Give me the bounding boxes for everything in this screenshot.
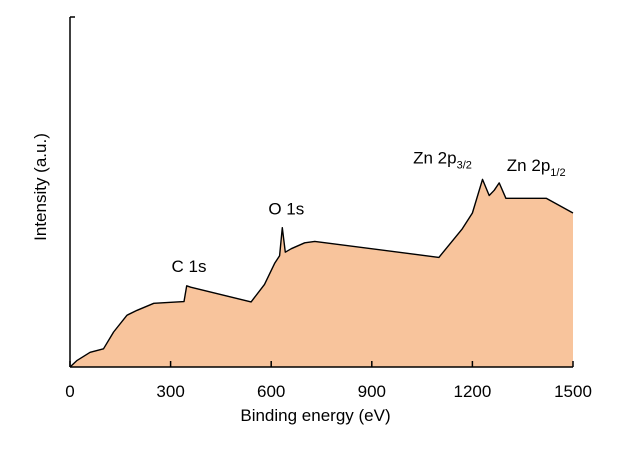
x-tick-label-0: 0 <box>65 382 74 401</box>
x-tick-label-1500: 1500 <box>554 382 592 401</box>
x-tick-label-900: 900 <box>358 382 386 401</box>
plot-area <box>69 178 574 368</box>
peak-label-zn32-subscript: 3/2 <box>457 159 472 171</box>
x-tick-label-1200: 1200 <box>453 382 491 401</box>
axes <box>69 16 573 368</box>
peak-label-zn12: Zn 2p1/2 <box>507 156 566 179</box>
spectrum-line <box>69 178 574 368</box>
spectrum-fill <box>70 179 573 367</box>
peak-label-zn32-base: Zn 2p <box>413 148 456 167</box>
peak-label-o1s: O 1s <box>268 200 304 219</box>
x-tick-label-300: 300 <box>156 382 184 401</box>
y-axis-label: Intensity (a.u.) <box>31 133 50 241</box>
peak-label-c1s: C 1s <box>172 257 207 276</box>
x-axis-label: Binding energy (eV) <box>240 406 390 425</box>
x-tick-label-600: 600 <box>257 382 285 401</box>
peak-label-zn12-base: Zn 2p <box>507 156 550 175</box>
peak-label-zn32: Zn 2p3/2 <box>413 148 472 171</box>
x-ticks: 0 300 600 900 1200 1500 <box>65 361 592 401</box>
peak-label-zn12-subscript: 1/2 <box>550 167 565 179</box>
